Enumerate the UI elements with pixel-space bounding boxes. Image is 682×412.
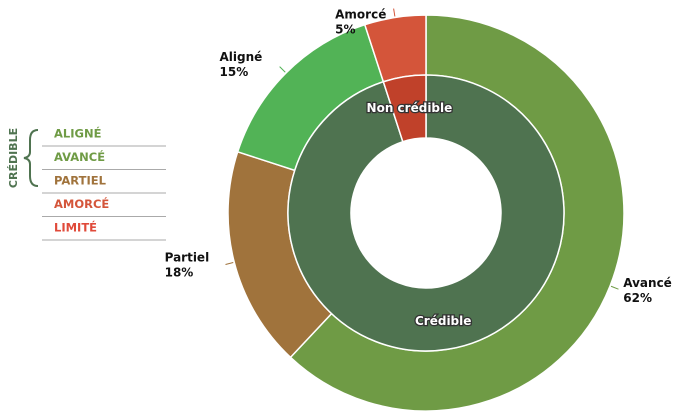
donut-segment: [287, 74, 565, 352]
data-label-value: 5%: [335, 23, 355, 37]
data-label-name: Avancé: [623, 276, 672, 290]
legend-item: PARTIEL: [54, 174, 107, 188]
data-label-value: 15%: [220, 65, 249, 79]
legend-item: LIMITÉ: [54, 220, 97, 235]
leader-line: [610, 285, 619, 290]
legend-item: AVANCÉ: [54, 149, 105, 164]
donut-segment: [382, 74, 427, 143]
data-label-value: 18%: [165, 266, 194, 280]
data-label-name: Partiel: [165, 251, 210, 265]
data-label-name: Aligné: [220, 50, 263, 64]
data-label-value: 62%: [623, 291, 652, 305]
legend-group: CRÉDIBLE: [7, 128, 20, 188]
leader-line: [225, 262, 234, 265]
legend-brace: [23, 129, 39, 187]
leader-line: [279, 66, 286, 73]
legend-item: AMORCÉ: [54, 196, 109, 211]
data-label-name: Amorcé: [335, 8, 386, 22]
legend-item: ALIGNÉ: [54, 126, 102, 141]
leader-line: [393, 8, 396, 17]
inner-label: Non crédible: [367, 101, 453, 115]
inner-label: Crédible: [415, 314, 471, 328]
